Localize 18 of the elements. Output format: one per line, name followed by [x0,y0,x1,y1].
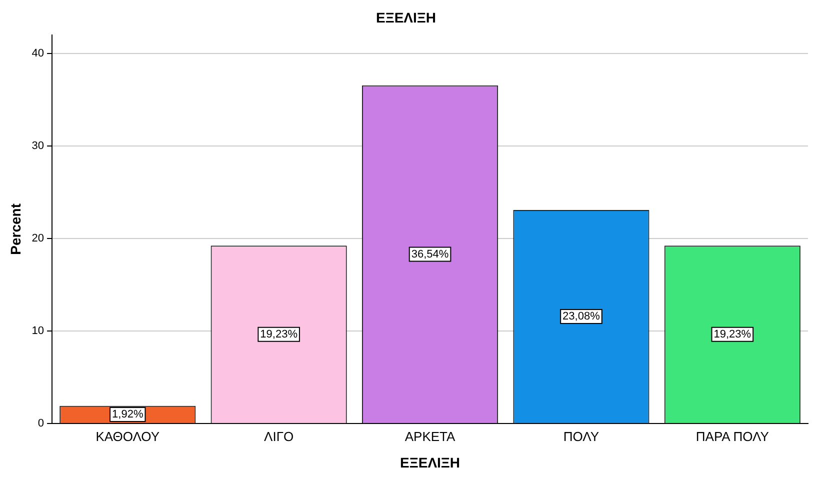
y-tick-label: 20 [32,232,44,244]
y-tick-label: 40 [32,47,44,60]
x-tick-label: ΛΙΓΟ [264,428,294,444]
x-tick-label: ΠΟΛΥ [563,428,600,444]
y-tick-label: 10 [32,325,44,338]
y-tick-label: 30 [32,140,44,152]
x-tick-label: ΠΑΡΑ ΠΟΛΥ [696,428,770,444]
data-label: 23,08% [562,310,600,323]
data-label: 19,23% [260,328,298,340]
chart-title: ΕΞΕΛΙΞΗ [376,9,436,26]
x-axis-title: ΕΞΕΛΙΞΗ [400,454,460,470]
x-tick-label: ΚΑΘΟΛΟΥ [96,428,160,444]
x-tick-label: ΑΡΚΕΤΑ [404,428,456,444]
data-label: 1,92% [112,408,144,420]
y-tick-label: 0 [38,418,44,430]
data-label: 36,54% [411,248,449,260]
y-axis-title: Percent [7,203,24,255]
data-label: 19,23% [714,328,752,340]
